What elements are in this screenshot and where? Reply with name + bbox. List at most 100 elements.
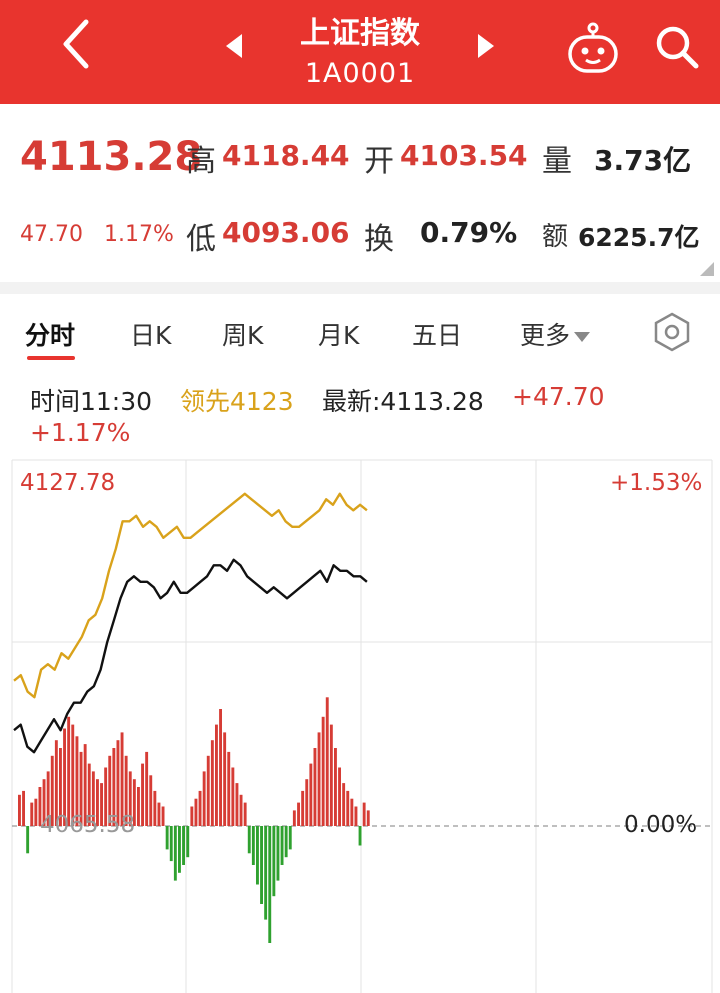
- volume-bar-up: [362, 802, 366, 826]
- volume-bar-down: [272, 826, 276, 897]
- volume-bar-up: [132, 779, 136, 826]
- amount-value: 6225.7亿: [578, 223, 700, 252]
- turnover-label: 换: [364, 222, 394, 257]
- volume-bar-down: [264, 826, 268, 920]
- volume-value: 3.73亿: [594, 144, 692, 177]
- volume-bar-down: [186, 826, 190, 858]
- active-tab-indicator: [27, 356, 75, 360]
- top-bar: 上证指数 1A0001: [0, 0, 720, 104]
- volume-bar-up: [30, 802, 34, 826]
- volume-bar-up: [243, 802, 247, 826]
- expand-corner-icon[interactable]: [700, 262, 714, 276]
- section-divider: [0, 282, 720, 294]
- volume-bar-up: [206, 755, 210, 826]
- volume-bar-up: [223, 732, 227, 826]
- volume-bar-up: [235, 783, 239, 826]
- volume-bar-down: [178, 826, 181, 873]
- volume-bar-up: [321, 716, 325, 826]
- info-change: +47.70: [512, 382, 605, 411]
- amount-label: 额: [542, 222, 569, 252]
- intraday-chart-svg: [11, 459, 713, 993]
- volume-bars: [18, 697, 370, 943]
- volume-bar-up: [317, 732, 321, 826]
- info-latest: 最新:4113.28: [322, 387, 484, 416]
- current-price: 4113.28: [20, 134, 203, 180]
- volume-bar-up: [231, 767, 235, 826]
- price-lines: [13, 492, 368, 754]
- volume-bar-down: [173, 826, 177, 881]
- volume-bar-up: [202, 771, 206, 826]
- volume-bar-down: [268, 826, 272, 943]
- next-stock-icon[interactable]: [474, 32, 498, 60]
- volume-bar-up: [42, 779, 46, 826]
- tab-five-day[interactable]: 五日: [412, 321, 463, 350]
- volume-bar-up: [198, 790, 202, 826]
- volume-bar-up: [346, 790, 350, 826]
- latest-price-line: [13, 558, 368, 754]
- volume-bar-up: [153, 790, 157, 826]
- volume-bar-up: [34, 798, 38, 826]
- robot-assistant-icon[interactable]: [564, 20, 622, 76]
- tab-intraday[interactable]: 分时: [25, 321, 76, 350]
- back-arrow-icon[interactable]: [54, 14, 100, 74]
- volume-bar-up: [104, 767, 108, 826]
- volume-bar-down: [169, 826, 173, 862]
- volume-bar-up: [79, 751, 83, 826]
- open-label: 开: [364, 144, 394, 179]
- volume-bar-up: [366, 810, 370, 826]
- chart-grid: [11, 459, 713, 993]
- volume-bar-up: [87, 763, 91, 826]
- volume-bar-up: [338, 767, 341, 826]
- volume-bar-up: [190, 806, 194, 826]
- price-change-pct: 1.17%: [104, 222, 174, 247]
- volume-bar-down: [247, 826, 251, 854]
- previous-stock-icon[interactable]: [222, 32, 246, 60]
- tab-monthly-k[interactable]: 月K: [318, 321, 360, 350]
- volume-bar-down: [276, 826, 280, 881]
- low-value: 4093.06: [222, 216, 350, 249]
- volume-bar-up: [124, 755, 128, 826]
- tab-weekly-k[interactable]: 周K: [222, 321, 264, 350]
- volume-bar-up: [334, 748, 337, 826]
- y-axis-top-label: 4127.78: [20, 470, 116, 496]
- volume-bar-up: [297, 802, 300, 826]
- chart-settings-icon[interactable]: [652, 312, 692, 352]
- leading-index-line: [13, 492, 368, 699]
- volume-bar-up: [210, 740, 214, 826]
- open-value: 4103.54: [400, 139, 528, 172]
- price-change: 47.70: [20, 222, 83, 247]
- low-label: 低: [186, 222, 216, 257]
- volume-bar-up: [301, 790, 305, 826]
- stock-code: 1A0001: [304, 58, 416, 89]
- volume-bar-up: [75, 736, 79, 826]
- tab-more[interactable]: 更多: [520, 316, 591, 352]
- volume-bar-up: [305, 779, 309, 826]
- volume-bar-up: [161, 806, 165, 826]
- volume-bar-up: [145, 751, 149, 826]
- info-change-pct: +1.17%: [30, 418, 131, 447]
- page-title: 上证指数: [300, 16, 420, 51]
- high-value: 4118.44: [222, 139, 350, 172]
- volume-bar-up: [350, 798, 354, 826]
- dropdown-arrow-icon: [574, 332, 591, 342]
- intraday-info-bar: 时间11:30 领先4123 最新:4113.28 +47.70 +1.17%: [0, 372, 720, 458]
- volume-bar-up: [71, 724, 75, 826]
- volume-bar-up: [46, 771, 50, 826]
- volume-bar-up: [194, 798, 198, 826]
- volume-bar-up: [22, 790, 25, 826]
- high-label: 高: [186, 144, 216, 179]
- chart-period-tabs: 分时 日K 周K 月K 五日 更多: [0, 294, 720, 372]
- volume-bar-up: [112, 748, 116, 826]
- volume-bar-down: [251, 826, 255, 865]
- volume-bar-up: [219, 709, 222, 826]
- intraday-chart[interactable]: 4127.78 +1.53% 4065.58 0.00%: [0, 458, 720, 993]
- volume-bar-up: [137, 787, 140, 826]
- volume-bar-down: [260, 826, 263, 904]
- volume-bar-up: [54, 740, 58, 826]
- tab-daily-k[interactable]: 日K: [130, 321, 172, 350]
- search-icon[interactable]: [652, 22, 702, 72]
- volume-bar-up: [59, 748, 62, 826]
- volume-bar-up: [116, 740, 120, 826]
- volume-bar-up: [100, 783, 103, 826]
- info-time: 时间11:30: [30, 387, 153, 416]
